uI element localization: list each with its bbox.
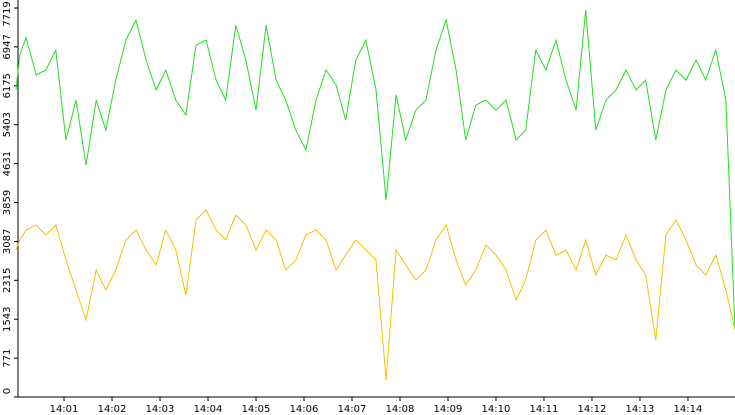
x-tick-label: 14:05 — [242, 404, 271, 415]
y-tick-label: 7719 — [2, 1, 13, 26]
line-series — [15, 10, 735, 331]
x-tick-label: 14:14 — [674, 404, 703, 415]
x-tick-label: 14:09 — [434, 404, 463, 415]
x-tick-label: 14:12 — [578, 404, 607, 415]
y-tick-label: 3859 — [2, 190, 13, 215]
line-series — [15, 209, 735, 381]
x-tick-label: 14:08 — [386, 404, 415, 415]
y-tick-label: 0 — [2, 388, 13, 394]
y-tick-label: 6175 — [2, 73, 13, 98]
y-tick-label: 6947 — [2, 34, 13, 59]
x-tick-label: 14:03 — [146, 404, 175, 415]
x-tick-label: 14:13 — [626, 404, 655, 415]
x-tick-label: 14:11 — [530, 404, 559, 415]
y-tick-label: 4631 — [2, 151, 13, 176]
x-tick-label: 14:04 — [194, 404, 223, 415]
x-tick-label: 14:01 — [50, 404, 79, 415]
y-tick-label: 2315 — [2, 268, 13, 293]
y-tick-label: 5403 — [2, 112, 13, 137]
y-tick-label: 771 — [2, 349, 13, 368]
x-tick-label: 14:07 — [338, 404, 367, 415]
y-tick-label: 3087 — [2, 229, 13, 254]
x-tick-label: 14:10 — [482, 404, 511, 415]
x-tick-label: 14:06 — [290, 404, 319, 415]
y-tick-label: 1543 — [2, 307, 13, 332]
x-tick-label: 14:02 — [98, 404, 127, 415]
